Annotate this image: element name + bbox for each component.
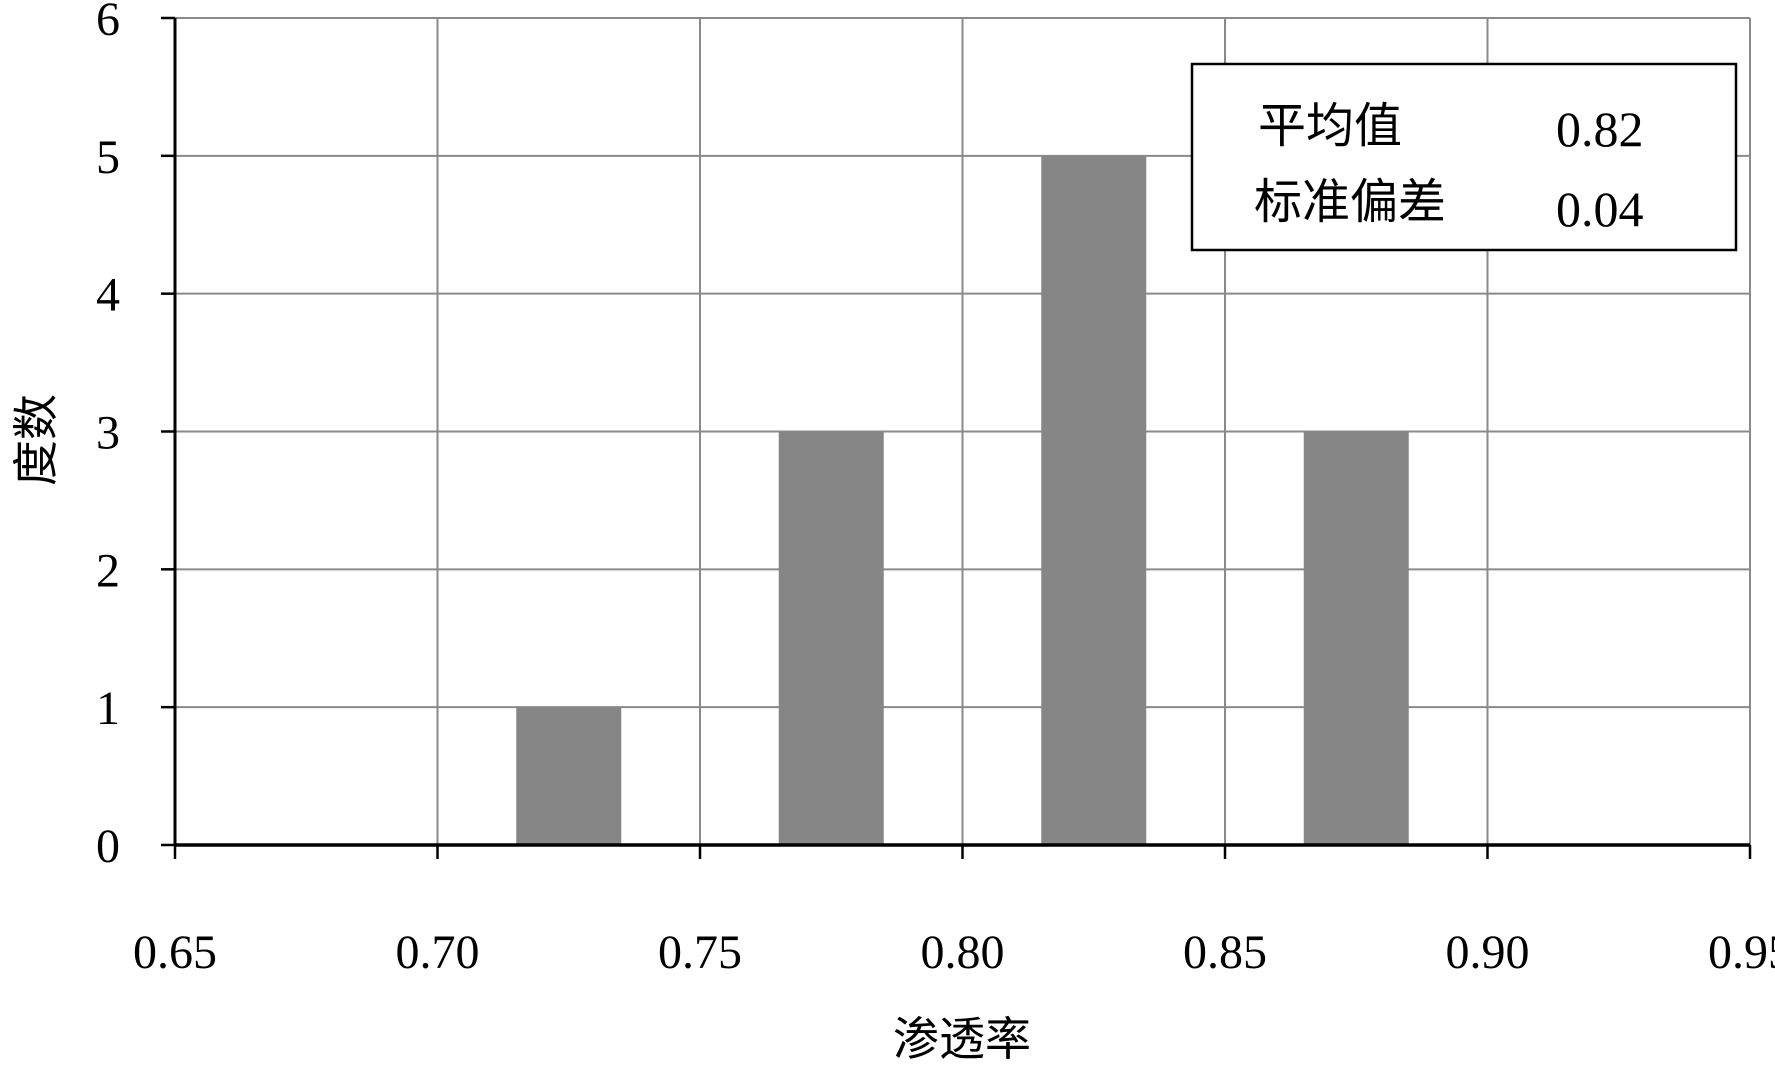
- y-tick-label: 2: [96, 544, 120, 597]
- x-tick-label: 0.75: [658, 926, 742, 979]
- stats-stddev-label: 标准偏差: [1254, 174, 1446, 230]
- y-tick-label: 1: [96, 682, 120, 735]
- x-tick-label: 0.90: [1446, 926, 1530, 979]
- x-axis-title: 渗透率: [893, 1012, 1031, 1065]
- axes: [161, 16, 1752, 859]
- y-tick-label: 4: [96, 269, 120, 322]
- histogram-bar: [1041, 155, 1147, 846]
- x-tick-label: 0.65: [133, 926, 217, 979]
- x-tick-label: 0.70: [396, 926, 480, 979]
- stats-box-frame: [1190, 62, 1738, 252]
- x-tick-label: 0.85: [1183, 926, 1267, 979]
- stats-mean-value: 0.82: [1556, 101, 1644, 157]
- stats-stddev-value: 0.04: [1556, 181, 1644, 237]
- y-axis-title: 度数: [9, 394, 63, 486]
- y-tick-label: 6: [96, 0, 120, 46]
- y-tick-label: 5: [96, 131, 120, 184]
- histogram-bar: [1303, 431, 1409, 845]
- histogram-bar: [516, 707, 622, 845]
- y-tick-label: 3: [96, 407, 120, 460]
- x-tick-label: 0.95: [1708, 926, 1775, 979]
- bars: [516, 155, 1409, 846]
- x-tick-label: 0.80: [921, 926, 1005, 979]
- stats-mean-label: 平均值: [1258, 98, 1402, 154]
- y-tick-label: 0: [96, 820, 120, 873]
- histogram-bar: [778, 431, 884, 845]
- tick-labels: 0.65 0.70 0.75 0.80 0.85 0.90 0.95 0 1 2 3 4 5 6: [96, 0, 1775, 979]
- stats-box: 平均值 0.82 标准偏差 0.04: [1190, 62, 1738, 252]
